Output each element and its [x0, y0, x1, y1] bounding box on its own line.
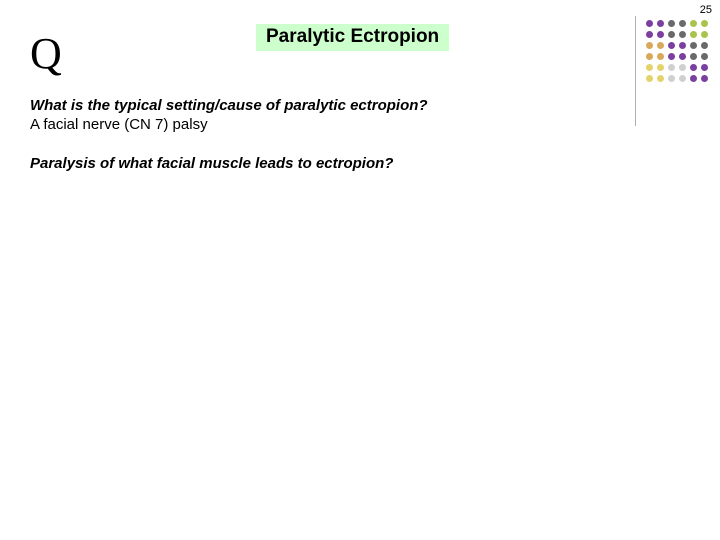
dot	[646, 20, 653, 27]
dot	[668, 42, 675, 49]
dot	[668, 20, 675, 27]
dot	[679, 53, 686, 60]
dot	[668, 53, 675, 60]
dot	[646, 75, 653, 82]
dot	[679, 20, 686, 27]
dot	[690, 20, 697, 27]
answer-1: A facial nerve (CN 7) palsy	[30, 116, 620, 135]
question-2: Paralysis of what facial muscle leads to…	[30, 155, 620, 174]
question-1: What is the typical setting/cause of par…	[30, 97, 620, 116]
dot	[646, 42, 653, 49]
dot	[690, 42, 697, 49]
dot	[701, 31, 708, 38]
dot	[701, 20, 708, 27]
dot	[701, 42, 708, 49]
dot	[701, 53, 708, 60]
dot	[679, 75, 686, 82]
dot	[701, 64, 708, 71]
dot	[690, 64, 697, 71]
vertical-divider	[635, 16, 636, 126]
content-block: What is the typical setting/cause of par…	[30, 97, 620, 173]
dot	[657, 64, 664, 71]
decorative-dots	[644, 18, 710, 84]
slide-title: Paralytic Ectropion	[256, 24, 449, 51]
dot	[657, 20, 664, 27]
dot	[646, 53, 653, 60]
dot	[690, 31, 697, 38]
dot	[657, 42, 664, 49]
dot	[668, 64, 675, 71]
dot	[646, 31, 653, 38]
dot	[657, 75, 664, 82]
dot	[701, 75, 708, 82]
q-letter: Q	[30, 28, 62, 79]
dot	[690, 75, 697, 82]
dot	[679, 64, 686, 71]
dot	[679, 31, 686, 38]
dot	[657, 31, 664, 38]
page-number: 25	[700, 4, 712, 16]
dot	[668, 31, 675, 38]
dot	[679, 42, 686, 49]
dot	[668, 75, 675, 82]
dot	[657, 53, 664, 60]
dot	[646, 64, 653, 71]
dot	[690, 53, 697, 60]
